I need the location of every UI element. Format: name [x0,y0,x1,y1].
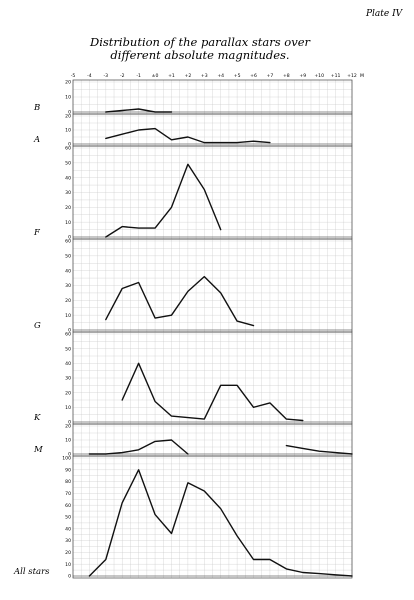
x-tick-label: +5 [234,73,241,79]
y-tick-label: 50 [65,515,71,521]
series-line [105,275,255,327]
y-tick-label: 20 [65,298,71,304]
x-tick-label: +10 [314,73,324,79]
x-tick-label: +4 [217,73,224,79]
y-tick-label: 20 [65,424,71,430]
y-tick-label: 20 [65,114,71,120]
x-tick-label: -1 [136,73,141,79]
series-line [285,444,353,455]
y-tick-label: 90 [65,467,71,473]
x-tick-label: -2 [120,73,125,79]
y-tick-label: 10 [65,128,71,134]
panel-label: M [33,445,43,455]
chart-title-line2: different absolute magnitudes. [110,48,289,62]
y-tick-label: 30 [65,376,71,382]
grid [72,114,353,146]
x-tick-label: +7 [267,73,274,79]
y-tick-label: 70 [65,491,71,497]
y-tick-label: 50 [65,346,71,352]
panel-label: B [33,103,40,113]
grid [72,332,353,424]
y-tick-label: 20 [65,205,71,211]
y-tick-label: 0 [68,420,71,426]
panel-label: F [33,228,41,238]
y-tick-label: 10 [65,438,71,444]
panel-m: 0 10 20 M [33,424,353,458]
x-axis: -5 -4 -3 -2 -1 ±0 +1 +2 +3 +4 +5 +6 +7 +8 +9 +10 +11 +12 M [71,73,364,79]
series-line [121,362,304,422]
y-tick-label: 10 [65,405,71,411]
chart-title-line1: Distribution of the parallax stars over [89,35,312,49]
series-line [88,439,189,455]
y-tick-label: 10 [65,562,71,568]
y-tick-label: 40 [65,175,71,181]
panel-label: All stars [13,567,50,577]
grid [72,239,353,332]
y-tick-label: 80 [65,479,71,485]
x-tick-label: +6 [250,73,257,79]
x-tick-label: +8 [283,73,290,79]
panel-k: 0 10 20 30 40 50 60 K [33,332,353,426]
x-tick-label: -5 [71,73,76,79]
y-tick-label: 50 [65,160,71,166]
y-tick-label: 30 [65,538,71,544]
y-tick-label: 0 [68,142,71,148]
panel-frame [72,455,353,579]
grid [72,424,353,456]
panel-b: 0 10 20 B [33,80,353,116]
y-tick-label: 50 [65,253,71,259]
y-tick-label: 0 [68,110,71,116]
x-tick-label: +2 [184,73,191,79]
x-axis-label: M [360,73,364,79]
x-tick-label: -3 [104,73,109,79]
y-tick-label: 10 [65,95,71,101]
x-tick-label: +3 [201,73,208,79]
series-line [105,127,271,144]
x-tick-label: +1 [168,73,175,79]
panel-label: G [34,321,41,331]
y-tick-label: 20 [65,390,71,396]
y-tick-label: 60 [65,239,71,245]
grid [72,146,353,239]
y-tick-label: 40 [65,361,71,367]
panels: 0 10 20 B 0 10 20 A 0 10 20 30 40 50 60 F 0 10 20 30 40 50 60 G… [13,80,353,580]
panel-f: 0 10 20 30 40 50 60 F [33,146,353,241]
grid [72,456,353,578]
y-tick-label: 20 [65,80,71,86]
y-tick-label: 0 [68,328,71,334]
y-tick-label: 40 [65,526,71,532]
y-tick-label: 20 [65,550,71,556]
plate-label: Plate IV [365,9,404,19]
y-tick-label: 10 [65,313,71,319]
x-tick-label: -4 [87,73,92,79]
panel-g: 0 10 20 30 40 50 60 G [34,239,353,334]
y-tick-label: 30 [65,190,71,196]
y-tick-label: 0 [68,574,71,580]
panel-label: K [33,413,41,423]
y-tick-label: 0 [68,452,71,458]
series-line [105,163,222,238]
grid [72,80,353,114]
y-tick-label: 30 [65,283,71,289]
y-tick-label: 40 [65,268,71,274]
x-tick-label: +9 [299,73,306,79]
y-tick-label: 100 [62,456,71,462]
x-tick-label: +12 [347,73,357,79]
series-line [105,108,173,113]
y-tick-label: 60 [65,332,71,338]
panel-label: A [33,135,40,145]
series-line [88,469,353,577]
x-tick-label: +11 [331,73,341,79]
y-tick-label: 0 [68,235,71,241]
panel-all-stars: 0 10 20 30 40 50 60 70 80 90 100 All stars [13,455,353,580]
x-tick-label: ±0 [152,73,159,79]
panel-a: 0 10 20 A [33,114,353,148]
y-tick-label: 10 [65,220,71,226]
y-tick-label: 60 [65,146,71,152]
y-tick-label: 60 [65,503,71,509]
